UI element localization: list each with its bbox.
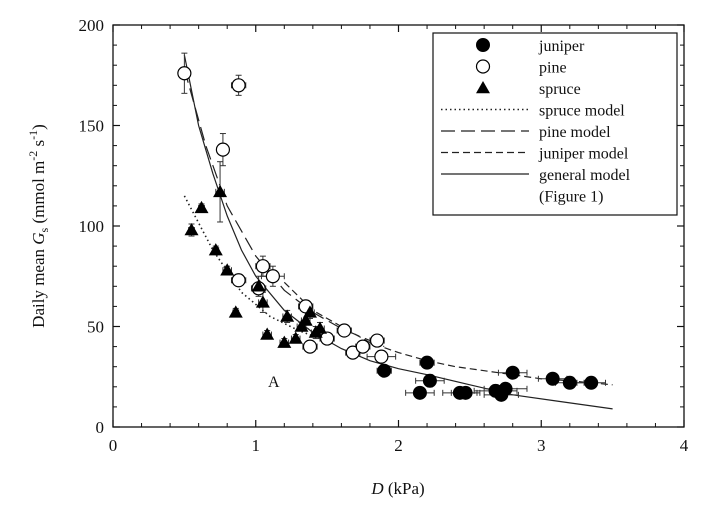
pine-point	[369, 333, 385, 348]
juniper-point	[498, 381, 513, 396]
model-curve-juniper-model	[283, 281, 613, 386]
spruce-point	[208, 243, 223, 256]
spruce-point	[280, 309, 295, 322]
spruce-point	[213, 184, 228, 198]
y-tick-label: 50	[87, 318, 104, 337]
y-tick-label: 100	[79, 217, 105, 236]
juniper-point	[412, 385, 427, 400]
juniper-point	[505, 365, 520, 380]
pine-point	[265, 269, 280, 284]
x-tick-label: 0	[109, 436, 118, 455]
juniper-point	[377, 363, 392, 378]
juniper-point	[458, 385, 473, 400]
pine-point	[302, 339, 318, 354]
spruce-point	[277, 335, 292, 348]
pine-point	[215, 142, 231, 157]
y-label-sup2: -1	[26, 130, 40, 140]
axis-ticks: 0 1 2 3 4 0 50 100 150 200	[79, 16, 689, 455]
y-axis-label: Daily mean Gs (mmol m-2 s-1)	[26, 124, 51, 328]
spruce-point	[298, 313, 313, 326]
spruce-point	[255, 295, 270, 308]
pine-point	[355, 339, 370, 354]
spruce-point	[251, 279, 266, 292]
x-tick-label: 1	[252, 436, 261, 455]
y-tick-label: 200	[79, 16, 105, 35]
juniper-point	[422, 373, 437, 388]
y-label-italic: G	[29, 232, 48, 244]
pine-point	[231, 273, 246, 288]
spruce-point	[260, 327, 275, 340]
legend-marker	[476, 38, 490, 52]
spruce-point	[312, 321, 327, 334]
y-tick-label: 150	[79, 117, 105, 136]
x-axis-label: D (kPa)	[370, 479, 424, 498]
y-label-pre: Daily mean	[29, 245, 48, 328]
y-tick-label: 0	[96, 418, 105, 437]
legend: juniper pine spruce spruce model pine model j…	[432, 32, 678, 216]
pine-point	[320, 331, 335, 346]
pine-point	[337, 323, 352, 338]
juniper-point	[420, 355, 435, 370]
data-points	[177, 66, 599, 402]
x-tick-label: 2	[394, 436, 403, 455]
y-label-mid2: s	[29, 140, 48, 151]
pine-point	[374, 349, 389, 364]
y-label-sub: s	[37, 227, 51, 232]
legend-label: pine model	[539, 124, 611, 141]
legend-label: juniper model	[538, 146, 629, 163]
juniper-point	[545, 371, 560, 386]
pine-point	[177, 66, 192, 81]
juniper-point	[562, 375, 577, 390]
pine-point	[231, 78, 246, 93]
legend-marker	[476, 81, 490, 94]
y-label-mid: (mmol m	[29, 161, 48, 228]
x-tick-label: 4	[680, 436, 689, 455]
legend-marker	[475, 59, 491, 74]
model-curve-spruce-model	[183, 195, 321, 340]
legend-label: pine	[539, 60, 567, 77]
panel-annotation: A	[268, 374, 280, 391]
spruce-point	[302, 305, 317, 318]
pine-point	[255, 259, 270, 274]
x-tick-label: 3	[537, 436, 546, 455]
legend-box	[432, 32, 678, 216]
legend-label: (Figure 1)	[539, 189, 603, 206]
spruce-point	[288, 331, 303, 344]
x-axis-label-rest: (kPa)	[384, 479, 425, 498]
y-label-post: )	[29, 124, 48, 130]
spruce-point	[194, 200, 209, 214]
spruce-point	[220, 263, 235, 276]
legend-label: spruce model	[539, 103, 625, 120]
spruce-point	[228, 305, 243, 318]
x-axis-label-italic: D	[370, 479, 384, 498]
legend-label: general model	[539, 167, 631, 184]
legend-label: spruce	[539, 81, 581, 98]
y-label-sup1: -2	[26, 151, 40, 161]
legend-label: juniper	[538, 38, 585, 55]
juniper-point	[584, 375, 599, 390]
model-curve-pine-model	[183, 69, 385, 348]
spruce-point	[184, 223, 199, 236]
